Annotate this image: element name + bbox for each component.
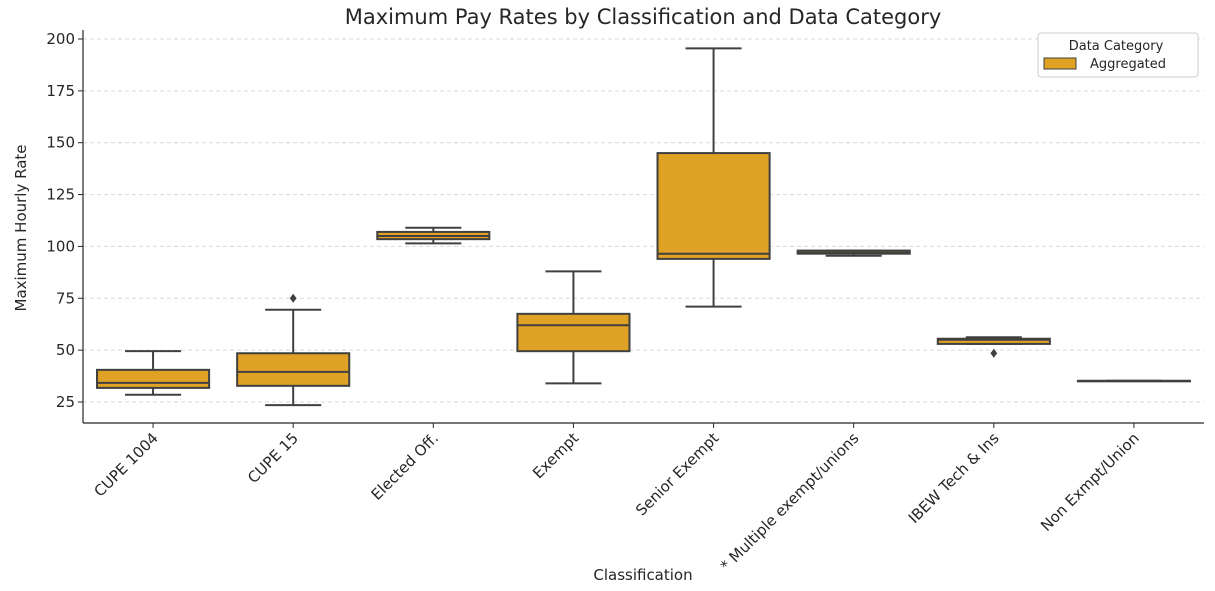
legend-label-aggregated: Aggregated [1090,57,1166,72]
legend-swatch-aggregated [1043,57,1077,70]
x-tick-label-5: * Multiple exempt/unions [717,429,863,575]
x-tick-label-4: Senior Exempt [632,429,722,519]
legend: Data Category Aggregated [1037,32,1199,78]
x-tick-label-2: Elected Off. [368,429,443,504]
y-tick-label-125: 125 [46,186,75,204]
grid-lines [83,38,1204,403]
y-tick-label-100: 100 [46,237,75,255]
chart-title: Maximum Pay Rates by Classification and … [345,5,942,29]
box-1 [236,352,351,387]
box-group-6 [936,336,1051,358]
y-tick-label-175: 175 [46,82,75,100]
box-group-4 [656,47,771,308]
y-tick-label-25: 25 [56,393,75,411]
x-axis-label: Classification [593,566,692,584]
y-tick-label-75: 75 [56,289,75,307]
y-tick-label-200: 200 [46,30,75,48]
y-tick-label-50: 50 [56,341,75,359]
box-group-7 [1076,379,1191,383]
box-4 [656,152,771,260]
outlier-point-1-0 [289,293,297,303]
x-tick-label-3: Exempt [529,429,582,482]
box-series [96,47,1191,407]
legend-frame [1037,32,1199,78]
y-axis-ticks: 25 50 75 100 125 150 175 200 [46,30,83,411]
box-group-3 [516,270,631,385]
x-tick-label-1: CUPE 15 [244,429,302,487]
x-axis-ticks: CUPE 1004 CUPE 15 Elected Off. Exempt Senior… [91,423,1143,575]
x-tick-label-7: Non Exmpt/Union [1037,429,1143,535]
y-tick-label-150: 150 [46,134,75,152]
y-axis-label: Maximum Hourly Rate [12,144,30,311]
legend-title: Data Category [1069,39,1164,54]
box-6 [936,337,1051,345]
box-group-2 [376,226,491,245]
x-tick-label-0: CUPE 1004 [91,429,162,500]
box-group-0 [96,350,211,396]
box-group-5 [796,249,911,257]
box-0 [96,368,211,389]
box-group-1 [236,293,351,407]
outlier-point-6-0 [990,348,998,358]
x-tick-label-6: IBEW Tech & Ins [905,429,1003,527]
box-3 [516,312,631,353]
